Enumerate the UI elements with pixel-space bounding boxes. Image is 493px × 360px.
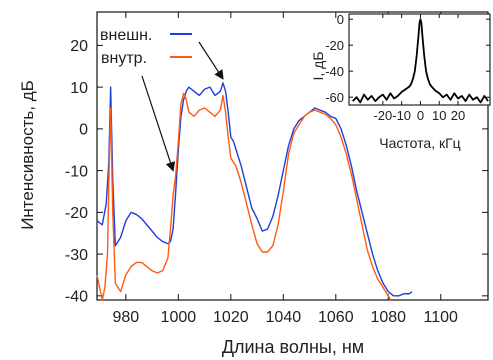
inset-x-tick-label: 0 [417,108,424,123]
legend-label-inner: внутр. [101,50,147,67]
main-chart: 980 1000 1020 1040 1060 1080 1100-40-30-20-100… [65,11,489,326]
inset-chart: -20 -10 0 10 200-20-40-60 [325,12,491,123]
inset-y-tick-label: -20 [325,38,344,53]
main-series-line-0 [96,82,413,297]
inset-y-tick-label: -40 [325,64,344,79]
main-plot-frame [96,11,489,301]
inset-x-tick-label: 10 [432,108,446,123]
inset-x-tick-label: -20 [373,108,392,123]
main-y-tick-label: 0 [79,122,88,139]
main-x-tick-label: 1000 [161,309,197,326]
x-axis-title: Длина волны, нм [222,337,364,357]
annotation-arrow-inner [141,75,176,172]
inset-y-tick-label: 0 [337,12,344,27]
inset-y-axis-title: I, дБ [310,51,326,80]
main-series-line-1 [96,92,392,301]
main-y-tick-label: -40 [65,289,88,306]
main-x-tick-label: 980 [113,309,140,326]
main-y-tick-label: 20 [70,38,88,55]
annotation-arrow-outer [198,41,224,80]
main-y-tick-label: -10 [65,163,88,180]
inset-x-tick-label: 20 [451,108,465,123]
main-x-tick-label: 1080 [370,309,406,326]
y-axis-title: Интенсивность, дБ [18,80,37,230]
main-x-tick-label: 1100 [424,309,459,326]
inset-y-tick-label: -60 [325,90,344,105]
inset-x-axis-title: Частота, кГц [379,135,460,151]
legend-label-outer: внешн. [100,27,152,44]
main-x-tick-label: 1060 [318,309,354,326]
inset-x-tick-label: -10 [392,108,411,123]
main-x-tick-label: 1020 [213,309,249,326]
main-x-tick-label: 1040 [266,309,302,326]
main-y-tick-label: -20 [65,205,88,222]
main-y-tick-label: -30 [65,247,88,264]
inset-series-line-0 [352,18,489,104]
main-y-tick-label: 10 [70,80,88,97]
